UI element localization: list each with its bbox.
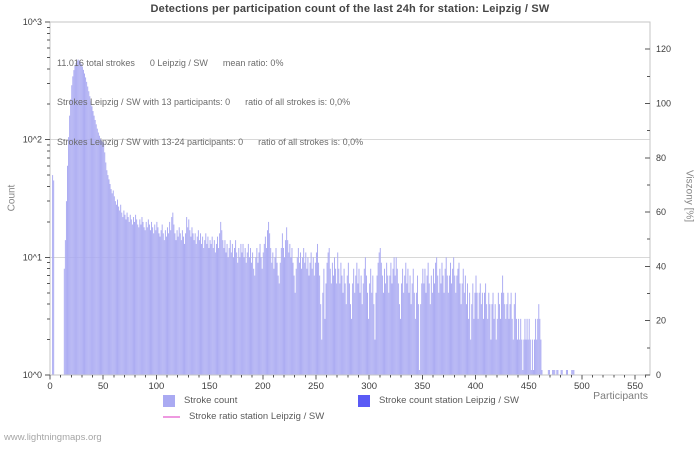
x-tick-label: 0 (47, 381, 52, 392)
y-right-tick-label: 0 (656, 370, 661, 380)
y-right-tick-label: 40 (656, 261, 666, 271)
y-left-tick-label: 10^0 (23, 370, 42, 380)
y-right-tick-label: 100 (656, 98, 671, 108)
y-right-tick-label: 120 (656, 44, 671, 54)
y-left-tick-label: 10^2 (23, 135, 42, 145)
station-ratio-line-swatch (163, 415, 180, 418)
y-left-tick-label: 10^3 (23, 17, 42, 27)
tick-labels: 10^0 10^1 10^2 10^3 0 20 40 60 80 100 120 0 50 100 150… (23, 17, 671, 392)
plot-border (49, 21, 651, 376)
x-tick-label: 400 (468, 381, 484, 392)
x-tick-label: 100 (148, 381, 164, 392)
x-tick-label: 450 (521, 381, 537, 392)
annotations-block: 11.016 total strokes 0 Leipzig / SW mean… (57, 30, 363, 176)
x-tick-label: 300 (361, 381, 377, 392)
y-right-tick-label: 20 (656, 316, 666, 326)
y-right-tick-label: 80 (656, 153, 666, 163)
legend-label: Stroke ratio station Leipzig / SW (189, 411, 325, 422)
y-right-tick-label: 60 (656, 207, 666, 217)
legend-item-station-count: Stroke count station Leipzig / SW (358, 394, 519, 407)
x-tick-label: 500 (574, 381, 590, 392)
legend-item-station-ratio: Stroke ratio station Leipzig / SW (163, 410, 324, 423)
station-count-swatch (358, 394, 370, 407)
annotation-line-13-24: Strokes Leipzig / SW with 13-24 particip… (57, 137, 364, 148)
x-tick-label: 350 (414, 381, 430, 392)
annotation-line-13: Strokes Leipzig / SW with 13 participant… (57, 97, 351, 108)
annotation-line-total: 11.016 total strokes 0 Leipzig / SW mean… (57, 57, 284, 68)
legend-item-stroke-count: Stroke count (163, 394, 237, 407)
stroke-count-swatch (163, 394, 175, 407)
axis-ticks (45, 21, 650, 380)
x-tick-label: 50 (98, 381, 109, 392)
x-tick-label: 550 (627, 381, 643, 392)
chart-title: Detections per participation count of th… (150, 3, 550, 15)
footer-watermark: www.lightningmaps.org (4, 432, 102, 443)
x-tick-label: 250 (308, 381, 324, 392)
stroke-count-bars (52, 59, 575, 376)
x-tick-label: 150 (202, 381, 218, 392)
y-left-tick-label: 10^1 (23, 252, 42, 262)
x-tick-label: 200 (255, 381, 271, 392)
x-axis-label: Participants (593, 390, 648, 402)
legend-label: Stroke count (184, 395, 238, 406)
legend-label: Stroke count station Leipzig / SW (379, 395, 519, 406)
